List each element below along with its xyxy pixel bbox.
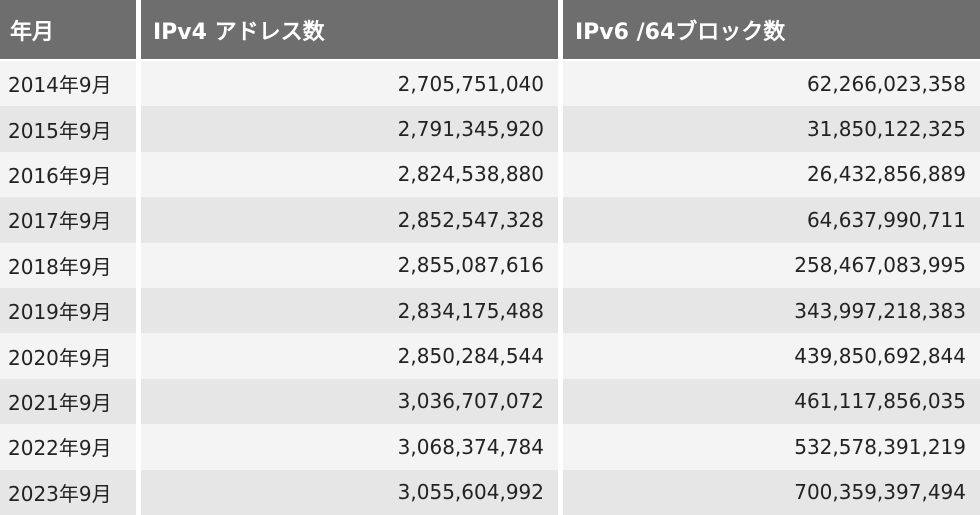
row-ipv6-count: 461,117,856,035 xyxy=(563,378,980,425)
row-ipv4-count: 2,824,538,880 xyxy=(141,151,558,198)
header-ipv4-addresses: IPv4 アドレス数 xyxy=(141,0,558,61)
row-ipv4-count: 2,791,345,920 xyxy=(141,106,558,152)
row-ipv4-count: 2,834,175,488 xyxy=(141,287,558,334)
row-date: 2017年9月 xyxy=(0,197,136,243)
row-ipv6-count: 700,359,397,494 xyxy=(563,469,980,515)
row-ipv4-count: 3,055,604,992 xyxy=(141,469,558,515)
row-ipv6-count: 31,850,122,325 xyxy=(563,106,980,152)
row-ipv6-count: 343,997,218,383 xyxy=(563,287,980,334)
row-date: 2014年9月 xyxy=(0,61,136,107)
row-date: 2022年9月 xyxy=(0,424,136,470)
row-date: 2021年9月 xyxy=(0,378,136,425)
row-date: 2019年9月 xyxy=(0,287,136,334)
row-ipv6-count: 26,432,856,889 xyxy=(563,151,980,198)
row-date: 2023年9月 xyxy=(0,469,136,515)
row-ipv4-count: 2,855,087,616 xyxy=(141,242,558,288)
header-year-month: 年月 xyxy=(0,0,136,61)
row-ipv4-count: 2,705,751,040 xyxy=(141,61,558,107)
row-date: 2020年9月 xyxy=(0,333,136,379)
row-ipv6-count: 62,266,023,358 xyxy=(563,61,980,107)
row-date: 2015年9月 xyxy=(0,106,136,152)
row-ipv4-count: 3,068,374,784 xyxy=(141,424,558,470)
row-ipv4-count: 3,036,707,072 xyxy=(141,378,558,425)
row-ipv4-count: 2,852,547,328 xyxy=(141,197,558,243)
row-ipv4-count: 2,850,284,544 xyxy=(141,333,558,379)
row-ipv6-count: 532,578,391,219 xyxy=(563,424,980,470)
row-ipv6-count: 439,850,692,844 xyxy=(563,333,980,379)
row-ipv6-count: 64,637,990,711 xyxy=(563,197,980,243)
row-date: 2016年9月 xyxy=(0,151,136,198)
header-ipv6-blocks: IPv6 /64ブロック数 xyxy=(563,0,980,61)
row-ipv6-count: 258,467,083,995 xyxy=(563,242,980,288)
row-date: 2018年9月 xyxy=(0,242,136,288)
